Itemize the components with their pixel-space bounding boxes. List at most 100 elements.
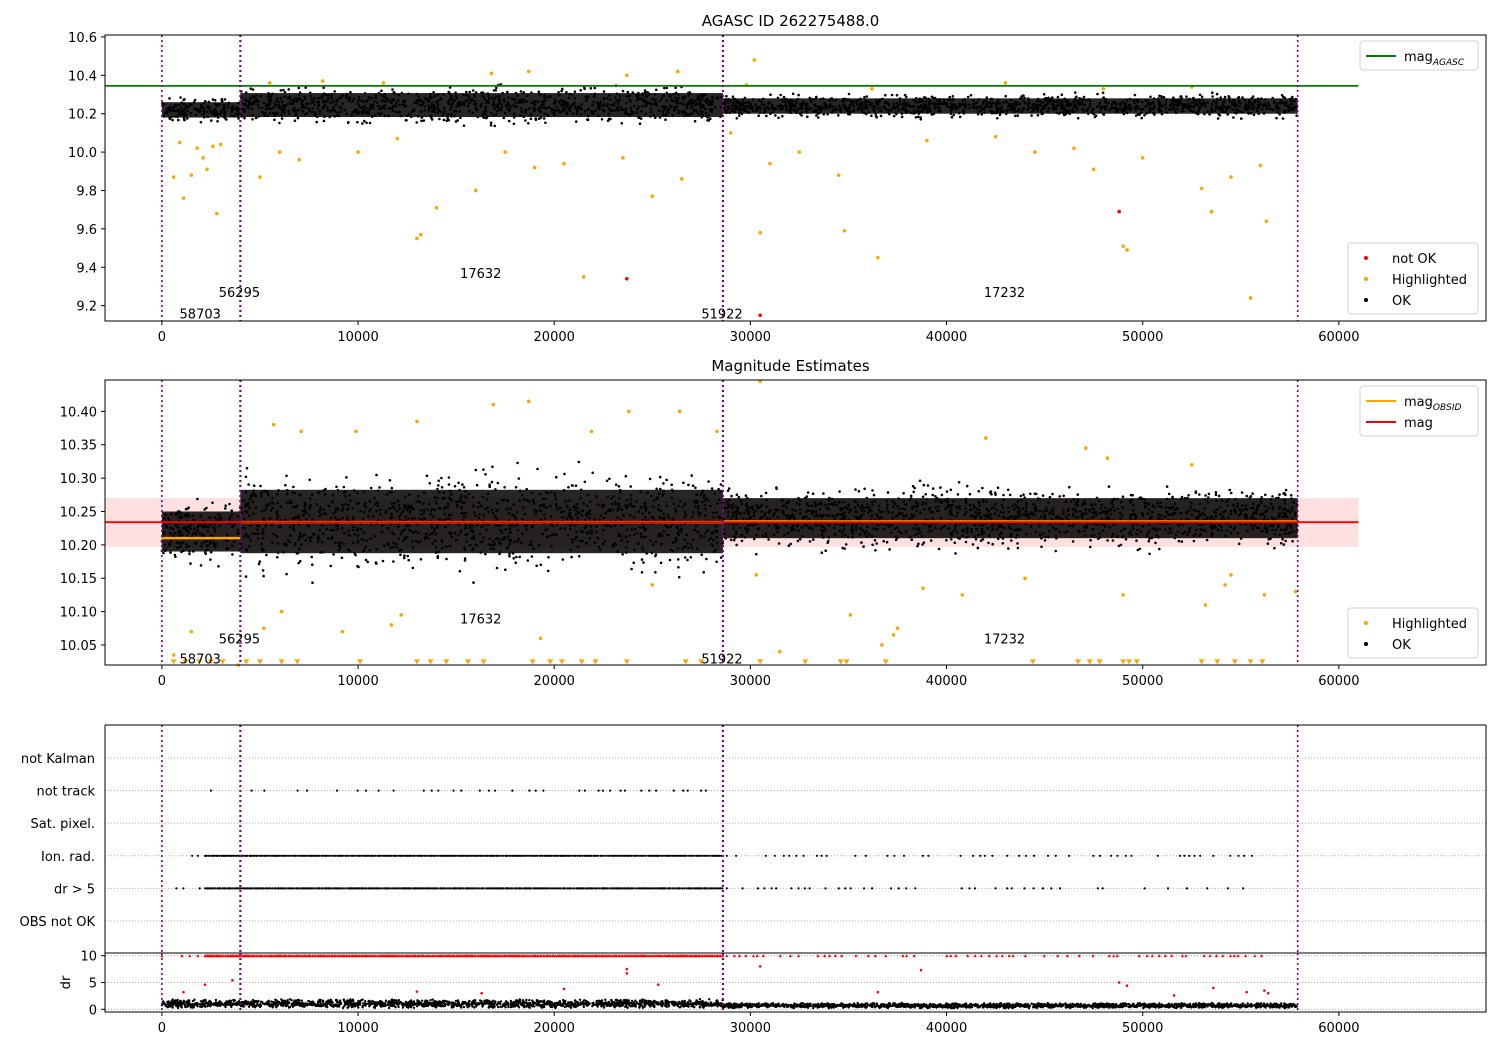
ok-point bbox=[769, 93, 772, 96]
ok-point bbox=[1224, 96, 1227, 99]
ok-point bbox=[495, 87, 498, 90]
ok-point bbox=[454, 485, 457, 488]
ok-point bbox=[927, 484, 930, 487]
ok-point bbox=[821, 551, 824, 554]
ok-point bbox=[438, 118, 441, 121]
ok-point bbox=[621, 553, 624, 556]
ok-point bbox=[297, 117, 300, 120]
ok-point bbox=[200, 121, 203, 124]
ok-point bbox=[1054, 550, 1057, 553]
ok-point bbox=[817, 116, 820, 119]
ok-point bbox=[1017, 547, 1020, 550]
ok-point bbox=[1275, 117, 1278, 120]
ok-point bbox=[1217, 117, 1220, 120]
ok-point bbox=[366, 561, 369, 564]
highlighted-point bbox=[382, 81, 386, 85]
ok-point bbox=[677, 566, 680, 569]
ok-point bbox=[1148, 540, 1151, 543]
ok-point bbox=[972, 543, 975, 546]
ok-point bbox=[728, 487, 731, 490]
ok-point bbox=[709, 117, 712, 120]
ok-point bbox=[578, 555, 581, 558]
ok-point bbox=[560, 90, 563, 93]
not-ok-point bbox=[625, 277, 629, 281]
obsid-label: 56295 bbox=[219, 286, 260, 301]
x-tick-label: 60000 bbox=[1318, 330, 1359, 345]
ok-point bbox=[584, 481, 587, 484]
ok-point bbox=[692, 484, 695, 487]
ok-point bbox=[641, 558, 644, 561]
ok-point bbox=[169, 551, 172, 554]
ok-point bbox=[952, 95, 955, 98]
highlighted-point bbox=[278, 150, 282, 154]
highlighted-point bbox=[625, 74, 629, 78]
chart-title: Magnitude Estimates bbox=[711, 357, 869, 375]
ok-point bbox=[1077, 117, 1080, 120]
ok-point bbox=[1061, 93, 1064, 96]
ok-point bbox=[259, 485, 262, 488]
ok-point bbox=[463, 124, 466, 127]
ok-point bbox=[732, 95, 735, 98]
x-tick-label: 0 bbox=[158, 330, 166, 345]
ok-point bbox=[586, 118, 589, 121]
ok-point bbox=[871, 489, 874, 492]
ok-point bbox=[540, 564, 543, 567]
ok-point bbox=[678, 576, 681, 579]
highlighted-point bbox=[211, 145, 215, 149]
ok-point bbox=[622, 90, 625, 93]
ok-point bbox=[654, 571, 657, 574]
ok-point bbox=[255, 117, 258, 120]
ok-point bbox=[1122, 495, 1125, 498]
ok-point bbox=[812, 492, 815, 495]
ok-point bbox=[608, 478, 611, 481]
ok-point bbox=[341, 557, 344, 560]
ok-point bbox=[736, 493, 739, 496]
ok-point bbox=[1185, 95, 1188, 98]
ok-point bbox=[1102, 92, 1105, 95]
ok-point bbox=[1211, 91, 1214, 94]
ok-point bbox=[518, 556, 521, 559]
ok-point bbox=[524, 119, 527, 122]
ok-point bbox=[361, 122, 364, 125]
ok-point bbox=[674, 87, 677, 90]
highlighted-point bbox=[195, 146, 199, 150]
legend-label-main: not OK bbox=[1392, 252, 1437, 267]
ok-point bbox=[792, 93, 795, 96]
ok-point bbox=[1072, 540, 1075, 543]
highlighted-point bbox=[1264, 219, 1268, 223]
ok-point bbox=[578, 461, 581, 464]
ok-point bbox=[216, 120, 219, 123]
ok-point bbox=[1042, 494, 1045, 497]
ok-point bbox=[457, 482, 460, 485]
ok-point bbox=[491, 481, 494, 484]
ok-point bbox=[391, 487, 394, 490]
ok-point bbox=[930, 539, 933, 542]
ok-point bbox=[389, 479, 392, 482]
ok-point bbox=[210, 119, 213, 122]
highlighted-point bbox=[415, 237, 419, 241]
x-tick-label: 30000 bbox=[730, 330, 771, 345]
ok-point bbox=[370, 487, 373, 490]
ok-point bbox=[1230, 492, 1233, 495]
ok-point bbox=[655, 553, 658, 556]
highlighted-point bbox=[215, 212, 219, 216]
y-tick-label: 10.2 bbox=[68, 108, 97, 123]
ok-point bbox=[281, 117, 284, 120]
ok-point bbox=[323, 120, 326, 123]
ok-point bbox=[863, 488, 866, 491]
ok-point bbox=[1154, 542, 1157, 545]
ok-point bbox=[531, 555, 534, 558]
ok-point bbox=[406, 555, 409, 558]
highlighted-point bbox=[527, 70, 531, 74]
ok-point bbox=[707, 480, 710, 483]
ok-point bbox=[472, 581, 475, 584]
ok-point bbox=[870, 114, 873, 117]
ok-point bbox=[609, 118, 612, 121]
ok-point bbox=[563, 473, 566, 476]
ok-point bbox=[1022, 94, 1025, 97]
highlighted-point bbox=[1092, 168, 1096, 172]
ok-point bbox=[1241, 491, 1244, 494]
ok-point bbox=[415, 121, 418, 124]
ok-point bbox=[641, 571, 644, 574]
